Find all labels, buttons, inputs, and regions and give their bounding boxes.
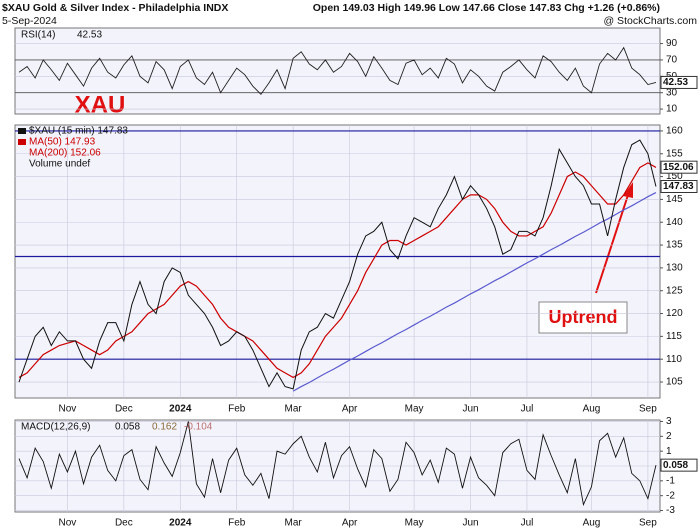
value-tag: 42.53 <box>663 77 688 88</box>
value-tag-box <box>660 179 698 193</box>
value-tag-box <box>660 160 698 174</box>
series-line <box>18 421 657 507</box>
annotation: Uptrend <box>549 307 618 327</box>
value-tag: 147.83 <box>663 181 694 192</box>
value-tag: 0.058 <box>663 460 688 471</box>
x-tick-label: Feb <box>228 518 246 529</box>
x-tick-label: Apr <box>342 404 358 415</box>
x-tick-label: Jul <box>521 404 534 415</box>
legend-entry: MA(200) 152.06 <box>29 148 101 159</box>
y-tick-label: -3 <box>666 505 675 516</box>
y-tick-label: 145 <box>666 194 683 205</box>
series-line <box>18 139 657 390</box>
panel-label: RSI(14) <box>21 30 55 41</box>
arrow-head <box>623 182 633 198</box>
y-tick-label: 140 <box>666 217 683 228</box>
x-tick-label: Sep <box>639 404 657 415</box>
x-tick-label: Sep <box>639 518 657 529</box>
x-tick-label: May <box>405 404 424 415</box>
y-tick-label: 3 <box>666 416 672 427</box>
price-panel <box>14 124 661 399</box>
annotation: XAU <box>75 91 126 118</box>
y-tick-label: 125 <box>666 285 683 296</box>
y-tick-label: -2 <box>666 490 675 501</box>
y-tick-label: 160 <box>666 126 683 137</box>
x-tick-label: Aug <box>583 518 601 529</box>
trendline <box>292 192 657 392</box>
panel-reading: 0.058 <box>115 422 140 433</box>
x-tick-label: May <box>405 518 424 529</box>
y-tick-label: 115 <box>666 331 682 342</box>
legend-entry: MA(50) 147.93 <box>29 137 96 148</box>
x-tick-label: Mar <box>285 404 303 415</box>
y-tick-label: 105 <box>666 377 683 388</box>
x-tick-label: Aug <box>583 404 601 415</box>
date: 5-Sep-2024 <box>2 15 57 27</box>
x-tick-label: Nov <box>59 518 77 529</box>
y-tick-label: 1 <box>666 446 672 457</box>
y-tick-label: 30 <box>666 87 678 98</box>
x-tick-label: Dec <box>115 518 133 529</box>
panel-reading: 0.162 <box>152 422 177 433</box>
y-tick-label: 135 <box>666 240 683 251</box>
y-tick-label: 70 <box>666 55 678 66</box>
legend-marker <box>18 128 26 134</box>
rsi-panel <box>14 27 661 115</box>
x-tick-label: Feb <box>228 404 246 415</box>
panel-reading: 42.53 <box>77 30 102 41</box>
panel-label: MACD(12,26,9) <box>21 422 90 433</box>
value-tag-box <box>660 458 698 472</box>
y-tick-label: 130 <box>666 263 683 274</box>
y-tick-label: 120 <box>666 308 683 319</box>
y-tick-label: 90 <box>666 38 678 49</box>
arrow <box>595 191 630 294</box>
source: @ StockCharts.com <box>603 15 697 27</box>
legend-entry: $XAU (15 min) 147.83 <box>29 126 128 137</box>
legend-entry: Volume undef <box>29 159 90 170</box>
x-tick-label: Mar <box>285 518 303 529</box>
value-tag: 152.06 <box>663 162 694 173</box>
y-tick-label: 10 <box>666 104 678 115</box>
y-tick-label: 110 <box>666 354 682 365</box>
y-tick-label: 150 <box>666 171 683 182</box>
x-tick-label: Jun <box>462 404 478 415</box>
x-tick-label: Apr <box>342 518 358 529</box>
x-tick-label: Jun <box>462 518 478 529</box>
x-tick-label: 2024 <box>169 404 192 415</box>
y-tick-label: -1 <box>666 475 675 486</box>
title: $XAU Gold & Silver Index - Philadelphia … <box>2 2 228 14</box>
y-tick-label: 155 <box>666 148 683 159</box>
x-tick-label: Nov <box>59 404 77 415</box>
panel-reading: -0.104 <box>184 422 213 433</box>
x-tick-label: Jul <box>521 518 534 529</box>
x-tick-label: 2024 <box>169 518 192 529</box>
quote: Open 149.03 High 149.96 Low 147.66 Close… <box>313 2 660 14</box>
value-tag-box <box>660 75 698 89</box>
annotation-box <box>538 301 628 334</box>
y-tick-label: 2 <box>666 431 672 442</box>
series-line <box>18 46 657 96</box>
x-tick-label: Dec <box>115 404 133 415</box>
legend-marker <box>18 139 26 145</box>
